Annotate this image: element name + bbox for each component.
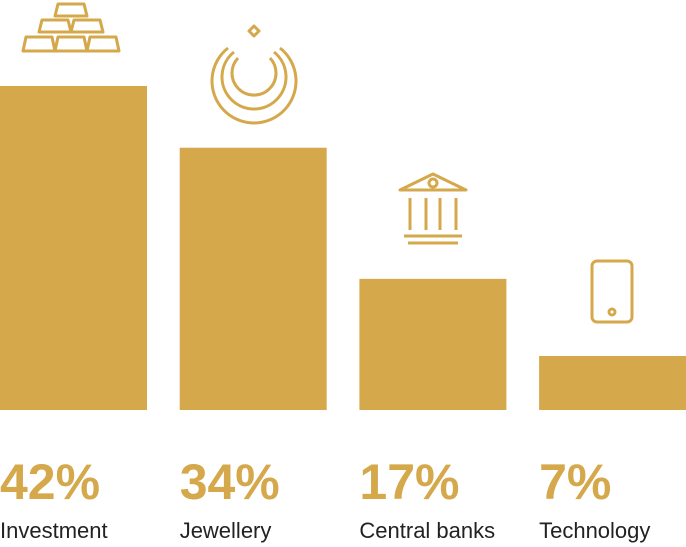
phone-icon <box>590 259 634 324</box>
necklace-icon <box>210 24 298 125</box>
value-label: 7% <box>539 454 611 510</box>
value-label: 42% <box>0 454 100 510</box>
gold-bars-icon <box>21 2 121 53</box>
category-label: Central banks <box>359 518 495 543</box>
category-label: Technology <box>539 518 650 543</box>
value-label: 17% <box>359 454 459 510</box>
bar <box>539 356 686 410</box>
category-label: Jewellery <box>180 518 272 543</box>
bar <box>179 147 327 410</box>
category-label: Investment <box>0 518 108 543</box>
bank-icon <box>398 172 468 245</box>
bar <box>359 278 507 410</box>
bar <box>0 86 147 410</box>
value-label: 34% <box>180 454 280 510</box>
